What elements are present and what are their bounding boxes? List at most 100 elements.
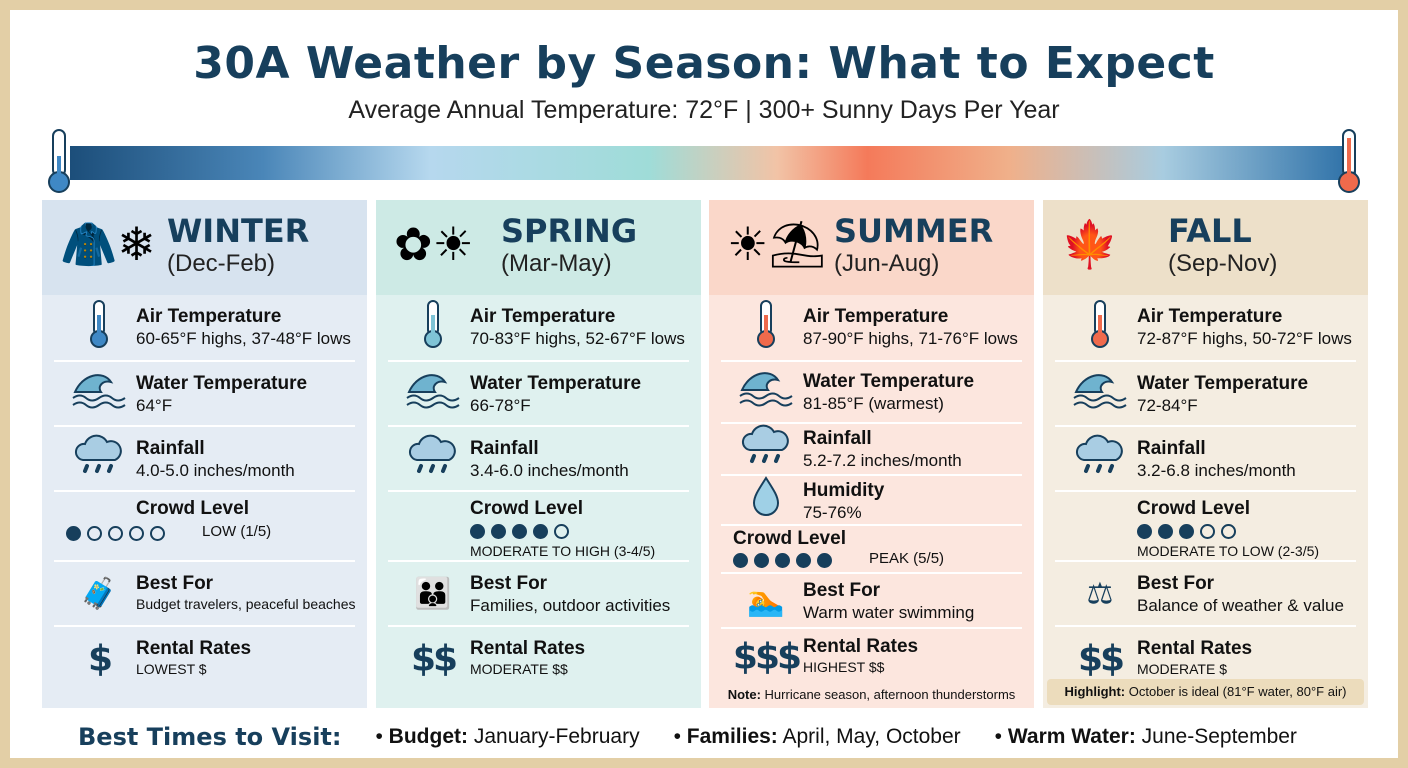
row-value: MODERATE $ [1137,660,1227,677]
row-label: Air Temperature [136,305,282,327]
row-water: Water Temperature 81-85°F (warmest) [721,360,1022,422]
best-for-icon: ⚖ [1086,577,1114,610]
crowd-dot [733,553,748,568]
crowd-level-dots [66,526,165,541]
subtitle: Average Annual Temperature: 72°F | 300+ … [348,96,1060,124]
row-rain: Rainfall 3.4-6.0 inches/month [388,425,689,490]
crowd-dot [1200,524,1215,539]
footer-item-families: • Families: April, May, October [673,725,961,748]
season-name: SUMMER [834,212,994,250]
row-value: 60-65°F highs, 37-48°F lows [136,328,351,348]
row-rain: Rainfall 3.2-6.8 inches/month [1055,425,1356,490]
row-humidity: Humidity 75-76% [721,474,1022,524]
season-column-summer: ☀⛱ SUMMER (Jun-Aug) Air Temperature 87-9… [709,200,1034,708]
row-value: Warm water swimming [803,602,975,622]
dollar-sign-icon: $$ [410,638,458,679]
rain-cloud-icon [74,434,122,473]
row-label: Rainfall [470,437,539,459]
row-label: Air Temperature [470,305,616,327]
season-months: (Dec-Feb) [167,250,276,277]
row-value: 66-78°F [470,395,531,415]
row-icon: ⚖ [1065,576,1135,611]
season-column-winter: 🧥❄ WINTER (Dec-Feb) Air Temperature 60-6… [42,200,367,708]
thermometer-icon [1091,299,1109,348]
row-icon: 🧳 [64,576,134,611]
row-icon: $ [64,638,134,679]
row-label: Water Temperature [803,371,975,392]
row-label: Best For [1137,572,1215,594]
row-crowd: Crowd Level LOW (1/5) [54,490,355,560]
row-label: Crowd Level [1137,498,1250,519]
row-value: MODERATE $$ [470,660,568,677]
row-rent: $$$ Rental Rates HIGHEST $$ [721,627,1022,684]
rain-cloud-icon [408,434,456,473]
row-label: Water Temperature [136,372,308,394]
wave-icon [1073,373,1127,408]
jacket-snowflake-icon: 🧥❄ [60,218,156,270]
crowd-dot [150,526,165,541]
crowd-dot [1158,524,1173,539]
crowd-dot [533,524,548,539]
wave-icon [739,372,793,407]
row-icon [731,368,801,416]
row-water: Water Temperature 66-78°F [388,360,689,425]
row-icon [731,475,801,525]
row-rain: Rainfall 5.2-7.2 inches/month [721,422,1022,474]
row-value: 81-85°F (warmest) [803,394,944,413]
row-air: Air Temperature 72-87°F highs, 50-72°F l… [1055,295,1356,360]
footer-item-budget: • Budget: January-February [375,725,640,748]
row-rent: $ Rental Rates LOWEST $ [54,625,355,690]
crowd-dot [108,526,123,541]
dollar-sign-icon: $$ [1077,638,1125,679]
infographic: 30A Weather by Season: What to Expect Av… [10,10,1398,758]
season-note: Note: Hurricane season, afternoon thunde… [727,687,1016,702]
season-header: ☀⛱ SUMMER (Jun-Aug) [709,200,1034,295]
thermometer-icon [424,299,442,348]
row-label: Best For [136,572,214,594]
season-header: ✿☀ SPRING (Mar-May) [376,200,701,295]
thermometer-icon [90,299,108,348]
cold-thermometer-icon [48,129,70,193]
season-column-fall: 🍁 FALL (Sep-Nov) Air Temperature 72-87°F… [1043,200,1368,708]
row-icon [64,299,134,357]
row-value: LOW (1/5) [202,523,272,540]
row-icon [731,299,801,357]
crowd-dot [129,526,144,541]
row-crowd: Crowd Level MODERATE TO HIGH (3-4/5) [388,490,689,560]
row-label: Humidity [803,480,885,501]
row-label: Rental Rates [803,635,919,657]
row-value: MODERATE TO HIGH (3-4/5) [470,543,656,559]
row-value: 87-90°F highs, 71-76°F lows [803,328,1018,348]
row-label: Crowd Level [136,498,249,519]
wave-icon [406,373,460,408]
row-label: Crowd Level [733,528,846,549]
crowd-dot [796,553,811,568]
row-crowd: Crowd Level PEAK (5/5) [721,524,1022,572]
row-best: 👪 Best For Families, outdoor activities [388,560,689,625]
row-icon [1065,432,1135,486]
season-header: 🧥❄ WINTER (Dec-Feb) [42,200,367,295]
row-icon [398,432,468,486]
row-icon: $$ [398,638,468,679]
row-value: Budget travelers, peaceful beaches [136,595,356,612]
wave-icon [72,373,126,408]
row-water: Water Temperature 64°F [54,360,355,425]
hot-thermometer-icon [1338,129,1360,193]
page-title: 30A Weather by Season: What to Expect [193,38,1215,89]
best-for-icon: 🧳 [80,577,118,610]
best-for-icon: 🏊 [747,584,785,617]
row-icon [731,422,801,476]
season-name: FALL [1168,212,1252,250]
row-value: 75-76% [803,503,862,522]
row-icon: 🏊 [731,583,801,618]
row-icon [64,370,134,418]
row-icon [1065,299,1135,357]
season-column-spring: ✿☀ SPRING (Mar-May) Air Temperature 70-8… [376,200,701,708]
row-air: Air Temperature 70-83°F highs, 52-67°F l… [388,295,689,360]
row-value: LOWEST $ [136,660,207,677]
row-label: Rainfall [1137,437,1206,459]
footer-heading: Best Times to Visit: [78,723,342,751]
row-value: MODERATE TO LOW (2-3/5) [1137,543,1320,559]
row-icon [398,370,468,418]
row-crowd: Crowd Level MODERATE TO LOW (2-3/5) [1055,490,1356,560]
